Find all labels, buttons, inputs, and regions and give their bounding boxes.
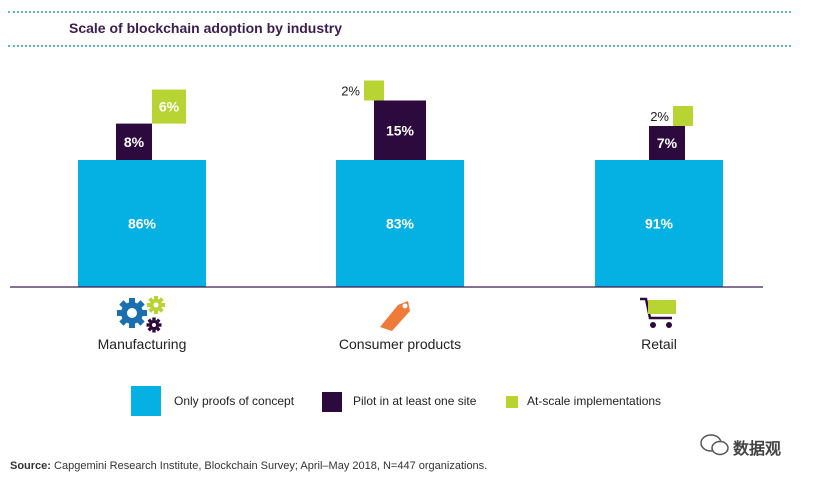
legend-swatch-pilot — [322, 392, 342, 412]
source-label: Source: — [10, 460, 51, 472]
source-note: Source: Capgemini Research Institute, Bl… — [10, 460, 487, 472]
stacked-bar-chart: 86% 8% 6% 83% 15% 2% 91% 7% 2% — [10, 80, 763, 288]
data-label-poc-consumer-products: 83% — [386, 216, 415, 232]
legend-label-at-scale: At-scale implementations — [527, 394, 662, 408]
shopping-cart-icon — [640, 297, 676, 328]
data-label-poc-retail: 91% — [645, 216, 674, 232]
gears-icon — [117, 296, 165, 333]
bar-poc-retail — [595, 160, 723, 287]
price-tag-icon — [380, 301, 410, 331]
chart-title: Scale of blockchain adoption by industry — [69, 20, 343, 36]
data-label-at-scale-retail: 2% — [650, 109, 669, 124]
bar-pilot-manufacturing — [116, 123, 152, 160]
category-label-manufacturing: Manufacturing — [97, 336, 187, 352]
bar-poc-consumer-products — [336, 160, 464, 287]
legend-label-pilot: Pilot in at least one site — [353, 394, 477, 408]
top-divider — [8, 11, 791, 13]
legend-swatch-poc — [131, 386, 161, 416]
wechat-icon — [700, 434, 729, 456]
data-label-pilot-consumer-products: 15% — [386, 122, 415, 138]
legend-swatch-at-scale — [506, 396, 518, 408]
bar-pilot-consumer-products — [374, 100, 426, 160]
bar-at-scale-manufacturing — [152, 89, 186, 124]
title-divider — [8, 45, 791, 47]
source-text: Capgemini Research Institute, Blockchain… — [50, 460, 488, 472]
data-label-poc-manufacturing: 86% — [128, 216, 157, 232]
bar-at-scale-retail — [673, 106, 693, 126]
data-label-pilot-retail: 7% — [657, 135, 678, 151]
data-label-pilot-manufacturing: 8% — [124, 134, 145, 150]
data-label-at-scale-manufacturing: 6% — [159, 99, 180, 115]
data-label-at-scale-consumer-products: 2% — [341, 84, 360, 99]
category-label-retail: Retail — [641, 336, 677, 352]
bar-at-scale-consumer-products — [364, 80, 384, 101]
watermark-text: 数据观 — [733, 441, 782, 458]
bar-poc-manufacturing — [78, 160, 206, 287]
category-label-consumer-products: Consumer products — [338, 336, 462, 352]
bar-pilot-retail — [649, 126, 685, 160]
legend-label-poc: Only proofs of concept — [174, 394, 295, 408]
